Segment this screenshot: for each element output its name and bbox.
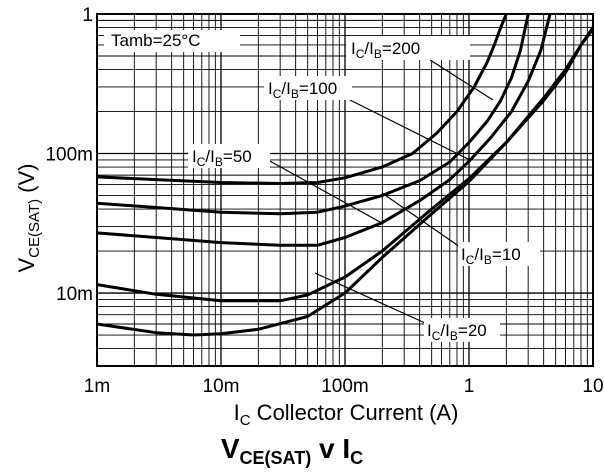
chart-title-v: v bbox=[311, 433, 342, 464]
series-label-part: C bbox=[197, 155, 206, 169]
y-tick-label: 100m bbox=[45, 145, 93, 166]
series-label: IC/IB=200 bbox=[351, 39, 420, 61]
series-label-part: / bbox=[364, 39, 369, 58]
series-label: IC/IB=50 bbox=[192, 147, 252, 169]
series-label: IC/IB=20 bbox=[427, 321, 487, 343]
series-line bbox=[97, 14, 530, 216]
series-label-part: / bbox=[474, 245, 479, 264]
x-tick-label: 10m bbox=[203, 376, 240, 397]
series-label-part: B bbox=[374, 47, 382, 61]
series-label-part: B bbox=[291, 87, 299, 101]
annotation-bg bbox=[458, 242, 540, 266]
series-label-part: / bbox=[205, 147, 210, 166]
y-axis-label-sub: CE(SAT) bbox=[26, 199, 43, 258]
annotation-bg bbox=[188, 144, 270, 168]
condition-box-bg bbox=[104, 30, 240, 52]
series-label-part: =20 bbox=[458, 321, 487, 340]
series-label-part: / bbox=[281, 79, 286, 98]
x-axis-label: IC Collector Current (A) bbox=[234, 400, 459, 429]
series-label-part: C bbox=[273, 87, 282, 101]
series-label-part: I bbox=[268, 79, 273, 98]
series-label: IC/IB=100 bbox=[268, 79, 337, 101]
series-label-part: C bbox=[466, 253, 475, 267]
series-line bbox=[97, 27, 593, 303]
series-label-part: I bbox=[369, 39, 374, 58]
chart-title-main: V bbox=[221, 433, 240, 464]
annotation-leader-line bbox=[314, 272, 426, 324]
x-tick-label: 1m bbox=[84, 376, 110, 397]
tick-labels: 1m 10m 100m 1 10 10m 100m 1 bbox=[45, 5, 603, 397]
series-label-part: I bbox=[351, 39, 356, 58]
series-label-part: =200 bbox=[382, 39, 420, 58]
x-tick-label: 1 bbox=[464, 376, 475, 397]
x-axis-label-main: I bbox=[234, 400, 240, 425]
annotation-bg bbox=[346, 36, 470, 60]
y-tick-label: 1 bbox=[82, 5, 93, 26]
chart-title: VCE(SAT) v IC bbox=[221, 433, 363, 468]
y-axis-label-main: V bbox=[14, 258, 39, 273]
series-line bbox=[97, 14, 508, 185]
x-axis-label-sub: C bbox=[240, 412, 251, 429]
plot-frame bbox=[96, 13, 594, 367]
series-label-part: C bbox=[432, 329, 441, 343]
series-label-part: I bbox=[192, 147, 197, 166]
series-label-part: B bbox=[450, 329, 458, 343]
x-axis-label-rest: Collector Current (A) bbox=[251, 400, 459, 425]
chart-title-sub: CE(SAT) bbox=[240, 448, 312, 468]
chart-title-i: I bbox=[342, 433, 350, 464]
condition-text: Tamb=25°C bbox=[111, 31, 200, 50]
y-axis-label: VCE(SAT) (V) bbox=[14, 163, 43, 272]
condition-box: Tamb=25°C bbox=[104, 30, 240, 52]
curve-group bbox=[97, 14, 593, 337]
series-label-part: I bbox=[479, 245, 484, 264]
series-label-part: B bbox=[215, 155, 223, 169]
x-tick-label: 100m bbox=[321, 376, 369, 397]
annotation-leader-line bbox=[349, 99, 471, 161]
series-label-part: I bbox=[286, 79, 291, 98]
series-label-part: / bbox=[440, 321, 445, 340]
series-label: IC/IB=10 bbox=[461, 245, 521, 267]
annotation-bg bbox=[264, 76, 352, 100]
series-line bbox=[97, 14, 552, 247]
series-label-part: =100 bbox=[299, 79, 337, 98]
series-label-part: C bbox=[356, 47, 365, 61]
series-annotations: IC/IB=200IC/IB=100IC/IB=50IC/IB=20IC/IB=… bbox=[188, 36, 540, 343]
chart-grid bbox=[96, 14, 593, 367]
series-line bbox=[97, 26, 593, 337]
series-label-part: I bbox=[427, 321, 432, 340]
annotation-leader-line bbox=[429, 59, 494, 101]
chart-curves bbox=[97, 14, 593, 337]
series-label-part: B bbox=[484, 253, 492, 267]
series-label-part: I bbox=[210, 147, 215, 166]
annotation-leader-line bbox=[381, 192, 461, 248]
series-label-part: =50 bbox=[223, 147, 252, 166]
series-label-part: =10 bbox=[492, 245, 521, 264]
x-tick-label: 10 bbox=[582, 376, 603, 397]
series-label-part: I bbox=[461, 245, 466, 264]
series-label-part: I bbox=[445, 321, 450, 340]
y-axis-label-rest: (V) bbox=[14, 163, 39, 198]
y-tick-label: 10m bbox=[56, 284, 93, 305]
annotation-leader-line bbox=[267, 159, 381, 223]
annotation-bg bbox=[424, 318, 500, 342]
chart-title-isub: C bbox=[350, 448, 363, 468]
